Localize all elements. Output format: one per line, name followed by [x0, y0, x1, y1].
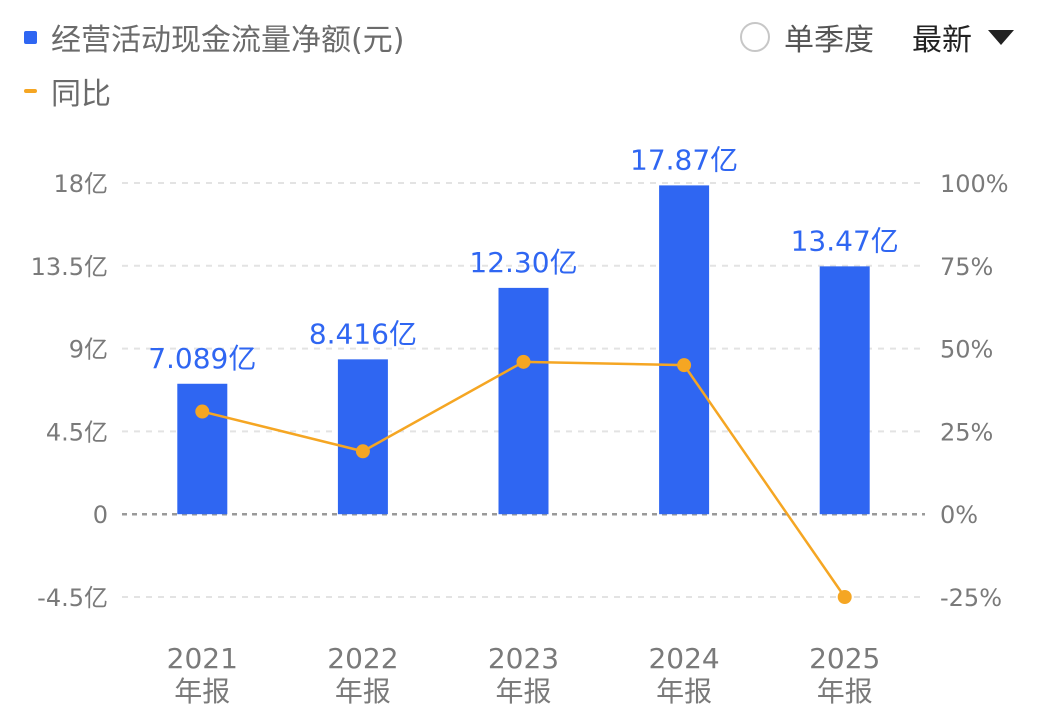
- legend-item-line[interactable]: 同比: [24, 68, 404, 114]
- y-left-tick-label: 9亿: [69, 336, 108, 364]
- x-category-type: 年报: [817, 675, 873, 708]
- x-category-year: 2024: [648, 642, 719, 675]
- x-category-type: 年报: [495, 675, 551, 708]
- line-swatch-icon: [24, 89, 37, 93]
- x-category-year: 2021: [167, 642, 238, 675]
- bar-data-label: 7.089亿: [148, 342, 256, 375]
- bar: [819, 266, 870, 515]
- yoy-point: [355, 444, 370, 459]
- chevron-down-icon[interactable]: [988, 29, 1014, 45]
- y-right-tick-label: 100%: [940, 170, 1009, 198]
- bar: [337, 359, 388, 515]
- bar: [177, 383, 228, 515]
- yoy-point: [677, 358, 692, 373]
- yoy-point: [516, 354, 531, 369]
- bar-swatch-icon: [24, 30, 37, 44]
- y-left-tick-label: 0: [93, 501, 108, 529]
- x-category-type: 年报: [335, 675, 391, 708]
- single-quarter-radio[interactable]: [740, 22, 770, 52]
- period-select[interactable]: 最新: [912, 23, 972, 58]
- bar-data-label: 13.47亿: [791, 224, 899, 257]
- x-category-type: 年报: [656, 675, 712, 708]
- x-category-year: 2023: [488, 642, 559, 675]
- yoy-point: [837, 590, 852, 604]
- y-left-tick-label: 18亿: [53, 170, 108, 198]
- y-left-tick-label: -4.5亿: [37, 584, 108, 612]
- legend-item-bar[interactable]: 经营活动现金流量净额(元): [24, 14, 404, 60]
- y-left-tick-label: 4.5亿: [46, 418, 108, 446]
- x-category-year: 2022: [327, 642, 398, 675]
- x-category-type: 年报: [174, 675, 230, 708]
- chart-legend: 经营活动现金流量净额(元) 同比: [24, 14, 404, 114]
- y-right-tick-label: 25%: [940, 418, 993, 446]
- bar-data-label: 17.87亿: [630, 143, 738, 176]
- yoy-point: [195, 404, 210, 419]
- bar: [498, 287, 549, 515]
- bar-data-label: 12.30亿: [469, 246, 577, 279]
- y-right-tick-label: 50%: [940, 336, 993, 364]
- single-quarter-label[interactable]: 单季度: [784, 23, 874, 58]
- bar: [659, 185, 710, 515]
- chart-controls: 单季度 最新: [740, 14, 1014, 60]
- x-category-year: 2025: [809, 642, 880, 675]
- y-left-tick-label: 13.5亿: [31, 253, 108, 281]
- legend-line-label: 同比: [51, 77, 111, 112]
- y-right-tick-label: 75%: [940, 253, 993, 281]
- y-right-tick-label: -25%: [940, 584, 1002, 612]
- bar-data-label: 8.416亿: [309, 317, 417, 350]
- legend-bar-label: 经营活动现金流量净额(元): [51, 23, 405, 58]
- y-right-tick-label: 0%: [940, 501, 978, 529]
